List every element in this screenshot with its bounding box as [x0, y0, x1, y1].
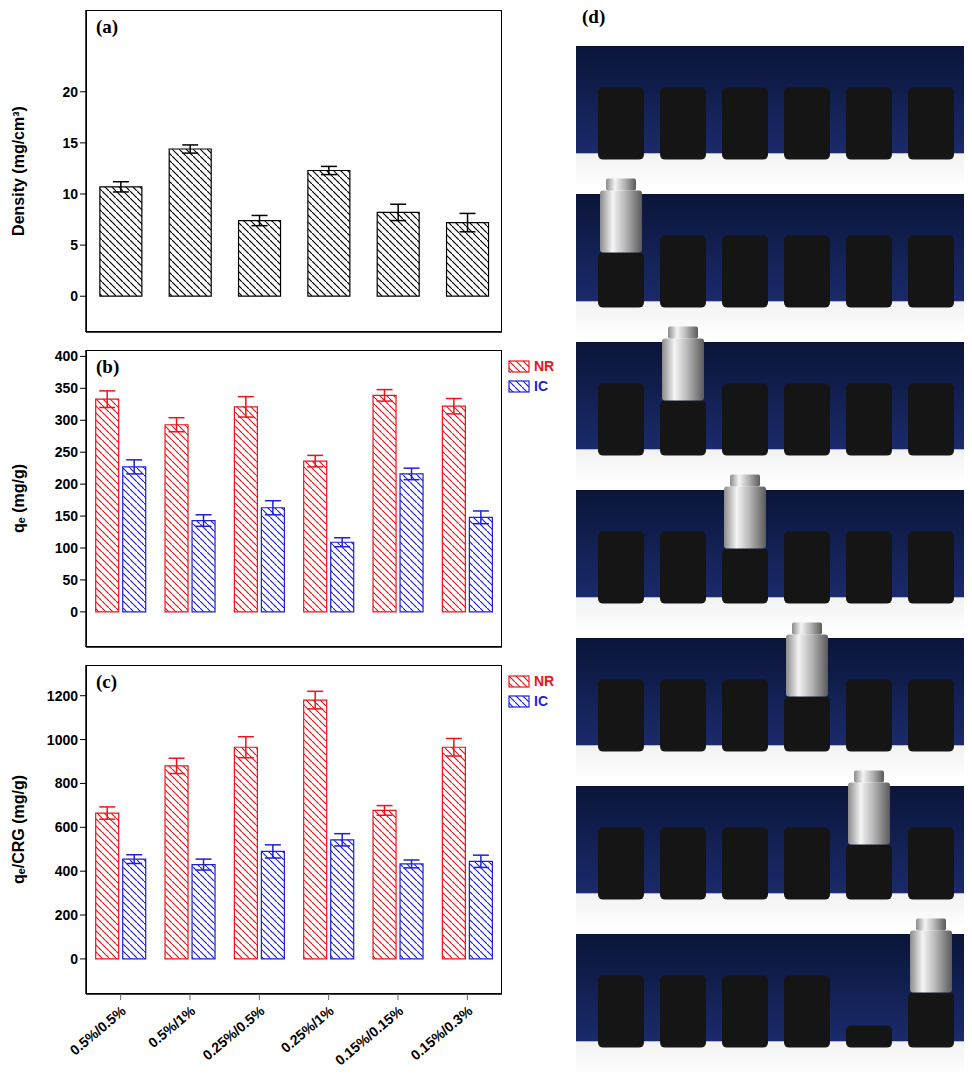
svg-text:qₑ/CRG (mg/g): qₑ/CRG (mg/g) — [10, 775, 27, 884]
svg-text:1000: 1000 — [47, 732, 78, 748]
svg-text:0.25%/1%: 0.25%/1% — [278, 1002, 338, 1056]
svg-text:0: 0 — [70, 951, 78, 967]
svg-text:400: 400 — [55, 863, 79, 879]
html-text:NR: NR — [534, 358, 555, 374]
svg-text:200: 200 — [55, 907, 79, 923]
svg-text:0: 0 — [70, 288, 78, 304]
svg-text:200: 200 — [55, 476, 79, 492]
html-text:NR: NR — [534, 673, 555, 689]
svg-text:0.5%/0.5%: 0.5%/0.5% — [67, 1002, 130, 1058]
svg-text:20: 20 — [62, 84, 78, 100]
svg-text:100: 100 — [55, 540, 79, 556]
svg-text:0.25%/0.5%: 0.25%/0.5% — [199, 1002, 268, 1063]
svg-text:800: 800 — [55, 775, 79, 791]
svg-text:400: 400 — [55, 348, 79, 364]
svg-text:0.5%/1%: 0.5%/1% — [145, 1002, 199, 1051]
html-text:IC: IC — [534, 378, 548, 394]
svg-text:0: 0 — [70, 604, 78, 620]
svg-text:15: 15 — [62, 135, 78, 151]
svg-text:150: 150 — [55, 508, 79, 524]
svg-text:0.15%/0.3%: 0.15%/0.3% — [407, 1002, 476, 1063]
svg-text:Density (mg/cm³): Density (mg/cm³) — [10, 106, 27, 236]
svg-text:10: 10 — [62, 186, 78, 202]
html-text:(b): (b) — [96, 356, 120, 377]
html-text:IC: IC — [534, 693, 548, 709]
svg-text:0.15%/0.15%: 0.15%/0.15% — [332, 1002, 407, 1068]
html-text:(c): (c) — [96, 671, 118, 692]
html-text:(d): (d) — [582, 6, 606, 27]
svg-text:1200: 1200 — [47, 688, 78, 704]
svg-text:600: 600 — [55, 819, 79, 835]
svg-text:50: 50 — [62, 572, 78, 588]
svg-text:250: 250 — [55, 444, 79, 460]
svg-text:350: 350 — [55, 380, 79, 396]
svg-text:300: 300 — [55, 412, 79, 428]
html-text:(a): (a) — [96, 16, 119, 37]
svg-text:5: 5 — [70, 237, 78, 253]
svg-text:qₑ (mg/g): qₑ (mg/g) — [10, 464, 27, 533]
